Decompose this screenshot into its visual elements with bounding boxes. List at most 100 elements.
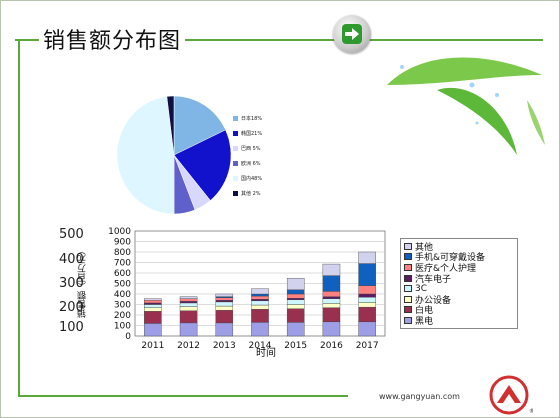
bar-segment (179, 310, 198, 324)
bar-segment (215, 301, 234, 307)
bar-legend-swatch (404, 316, 412, 324)
bar-legend-swatch (404, 285, 412, 293)
logo-reg-mark: ® (529, 408, 533, 415)
bar-legend-label: 医疗&个人护理 (415, 263, 477, 274)
bar-legend-label: 其他 (415, 242, 434, 253)
bar-segment (179, 306, 198, 311)
left-axis-labels: 500 400 300 200 100 (59, 227, 89, 337)
pie-slice (166, 95, 175, 156)
bar-legend-swatch (404, 242, 412, 250)
x-tick-label: 2012 (177, 341, 200, 351)
bar-segment (358, 321, 376, 337)
bar-legend-swatch (404, 263, 412, 271)
bar-segment (179, 322, 198, 337)
y-tick-label: 1000 (108, 227, 131, 237)
pie-slice (116, 96, 175, 215)
pie-legend: 日本18% 韩国21% 巴西 5% 欧洲 6% 国内48% 其他 2% (233, 111, 293, 201)
x-tick-label: 2014 (249, 341, 272, 351)
pie-chart (116, 95, 232, 215)
frame-line-bottom (18, 395, 348, 397)
x-tick-label: 2015 (284, 341, 307, 351)
pie-legend-swatch (233, 131, 238, 136)
y-tick-label: 600 (114, 269, 131, 279)
bar-segment (144, 300, 162, 304)
bar-segment (251, 293, 269, 297)
bar-segment (215, 322, 234, 337)
pie-legend-label: 巴西 5% (241, 146, 261, 152)
bar-segment (286, 297, 305, 300)
x-tick-label: 2013 (213, 341, 236, 351)
bar-legend-item: 医疗&个人护理 (404, 262, 514, 274)
bar-legend-swatch (404, 295, 412, 303)
bar-segment (251, 299, 269, 302)
bar-segment (251, 309, 269, 323)
pie-legend-swatch (233, 176, 238, 181)
y-tick-label: 500 (114, 280, 131, 290)
pie-legend-item: 其他 2% (233, 186, 293, 201)
bar-segment (251, 300, 269, 306)
pie-legend-item: 欧洲 6% (233, 156, 293, 171)
website-url[interactable]: www.gangyuan.com (379, 392, 460, 401)
bar-segment (251, 304, 269, 310)
bar-legend-label: 3C (415, 283, 428, 294)
bar-segment (322, 291, 341, 297)
pie-slice (173, 95, 226, 156)
bar-legend-item: 白电 (404, 305, 514, 316)
bar-legend-label: 汽车电子 (415, 274, 452, 285)
bar-segment (215, 305, 234, 311)
next-button[interactable] (333, 15, 371, 53)
left-axis-label: 300 (59, 276, 84, 291)
pie-legend-swatch (233, 146, 238, 151)
bar-segment (358, 306, 376, 323)
pie-legend-label: 国内48% (241, 176, 263, 182)
pie-legend-label: 其他 2% (241, 191, 261, 197)
x-tick-label: 2017 (356, 341, 379, 351)
bar-segment (251, 288, 269, 295)
bar-legend-item: 汽车电子 (404, 273, 514, 285)
bar-segment (251, 295, 269, 300)
pie-slice (173, 129, 232, 201)
bar-segment (322, 303, 341, 308)
bar-segment (358, 263, 376, 286)
pie-legend-item: 国内48% (233, 171, 293, 186)
left-axis-label: 200 (59, 300, 84, 315)
bar-segment (358, 296, 376, 303)
bar-legend: 其他 手机&可穿戴设备 医疗&个人护理 汽车电子 3C 办公设备 白电 黑电 (400, 238, 518, 329)
bar-segment (215, 310, 234, 324)
bar-chart-y-label: 销售额（百万元） (78, 246, 88, 318)
bar-segment (286, 278, 305, 291)
y-tick-label: 200 (114, 311, 131, 321)
bar-segment (322, 298, 341, 304)
y-tick-label: 100 (114, 322, 131, 332)
bar-segment (358, 251, 376, 264)
bar-segment (286, 304, 305, 309)
bar-legend-swatch (404, 306, 412, 314)
left-axis-label: 400 (59, 252, 84, 267)
bar-segment (322, 263, 341, 276)
bar-legend-item: 其他 (404, 241, 514, 253)
bar-segment (179, 298, 198, 302)
frame-line-right (373, 39, 543, 41)
bar-legend-label: 黑电 (415, 316, 434, 327)
bar-segment (322, 296, 341, 299)
bar-segment (144, 302, 162, 305)
bar-segment (286, 299, 305, 305)
bar-legend-swatch (404, 253, 412, 261)
x-tick-label: 2016 (320, 341, 343, 351)
pie-legend-item: 日本18% (233, 111, 293, 126)
y-tick-label: 700 (114, 259, 131, 269)
pie-legend-swatch (233, 191, 238, 196)
pie-legend-swatch (233, 161, 238, 166)
bar-legend-label: 手机&可穿戴设备 (415, 253, 486, 264)
bar-legend-item: 办公设备 (404, 294, 514, 306)
bar-legend-label: 白电 (415, 306, 434, 317)
y-tick-label: 400 (114, 290, 131, 300)
y-tick-label: 900 (114, 238, 131, 248)
bar-segment (179, 296, 198, 299)
pie-legend-item: 韩国21% (233, 126, 293, 141)
bar-segment (144, 304, 162, 308)
frame-line-top (15, 39, 415, 41)
arrow-right-icon (342, 24, 362, 44)
left-axis-label: 500 (59, 227, 84, 242)
